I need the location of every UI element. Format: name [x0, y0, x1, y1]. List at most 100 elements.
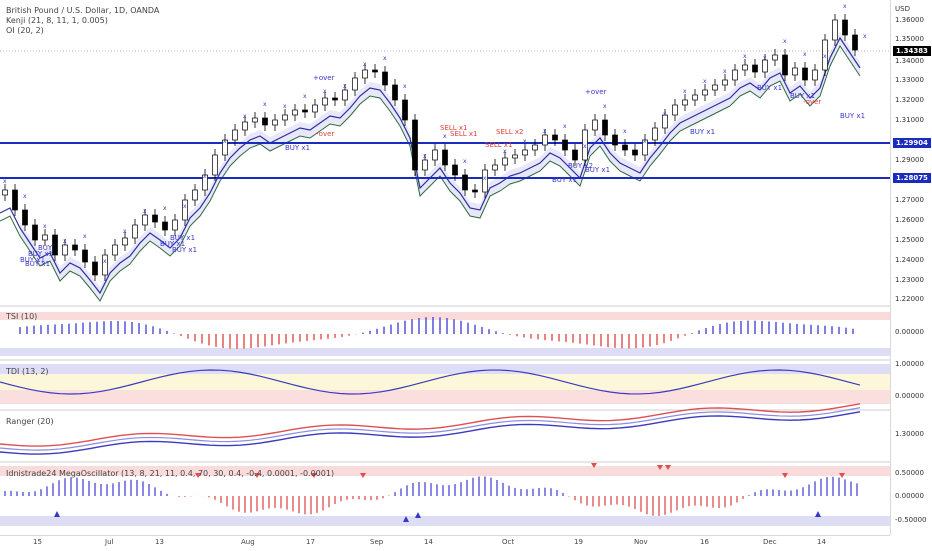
time-tick: 13 — [155, 538, 164, 546]
candle-body — [252, 117, 258, 123]
candle-body — [532, 144, 538, 151]
mega-oscillator-pane-title[interactable]: Idnistrade24 MegaOscillator (13, 8, 21, … — [6, 469, 335, 478]
candle-body — [82, 249, 88, 263]
signal-marker: x — [783, 38, 787, 45]
kenji-cloud — [20, 32, 860, 301]
currency-label: USD — [895, 5, 910, 13]
time-tick: Nov — [634, 538, 648, 546]
tdi-pane-title[interactable]: TDI (13, 2) — [6, 367, 49, 376]
signal-annotation: BUY x1 — [172, 246, 197, 254]
signal-annotation: BUY x1 — [790, 92, 815, 100]
candle-body — [612, 134, 618, 146]
mega-sell-arrow — [311, 473, 317, 478]
kenji-indicator-label[interactable]: Kenji (21, 8, 11, 1, 0.005) — [6, 16, 108, 25]
tdi-top-tick: 1.00000 — [895, 360, 924, 368]
signal-marker: x — [843, 3, 847, 10]
time-tick: Sep — [370, 538, 384, 546]
candle-body — [452, 164, 458, 176]
mega-buy-arrow — [415, 512, 421, 518]
tdi-lower-band — [0, 390, 890, 404]
mega-buy-arrow — [815, 511, 821, 517]
candle-body — [572, 149, 578, 161]
price-axis[interactable]: USD 1.36000 1.35000 1.34383 1.34000 1.33… — [890, 0, 932, 535]
price-tick: 1.22000 — [895, 295, 924, 303]
signal-marker: x — [723, 68, 727, 75]
chart-legend: British Pound / U.S. Dollar, 1D, OANDA K… — [6, 6, 159, 36]
candle-body — [162, 221, 168, 231]
candle-body — [302, 109, 308, 113]
candle-body — [232, 129, 238, 141]
candle-body — [2, 189, 8, 196]
candle-body — [482, 169, 488, 193]
chart-area[interactable]: x x x x x x x x x x x x x x x x x x x x x x x x x x x x x x x x x x x x x x x x… — [0, 0, 890, 535]
signal-marker: x — [23, 193, 27, 200]
candle-body — [12, 189, 18, 211]
signal-marker: x — [803, 51, 807, 58]
mega-sell-arrow — [360, 473, 366, 478]
signal-marker: x — [83, 233, 87, 240]
signal-marker: x — [223, 138, 227, 145]
signal-marker: x — [503, 148, 507, 155]
signal-marker: x — [643, 138, 647, 145]
price-tick: 1.36000 — [895, 16, 924, 24]
signal-annotation: -over — [316, 130, 334, 138]
mega-sell-arrow — [195, 473, 201, 478]
time-tick: 14 — [817, 538, 826, 546]
signal-marker: x — [283, 103, 287, 110]
signal-annotation: BUY x1 — [285, 144, 310, 152]
candle-body — [502, 157, 508, 166]
mega-bottom-tick: -0.50000 — [895, 516, 927, 524]
support-line-tag: 1.29904 — [893, 138, 931, 148]
candle-body — [262, 117, 268, 126]
signal-marker: x — [263, 101, 267, 108]
signal-annotation: SELL x1 — [485, 141, 513, 149]
price-tick: 1.25000 — [895, 236, 924, 244]
candle-body — [662, 114, 668, 129]
kenji-slow-line — [0, 45, 861, 302]
signal-annotation: BUY x1 — [690, 128, 715, 136]
ranger-lower-line — [0, 411, 861, 455]
signal-annotation: SELL x2 — [496, 128, 524, 136]
candle-body — [692, 94, 698, 101]
candle-body — [212, 154, 218, 176]
ranger-tick: 1.30000 — [895, 430, 924, 438]
candle-body — [562, 139, 568, 151]
support-line-tag: 1.28075 — [893, 173, 931, 183]
candle-body — [422, 159, 428, 171]
candle-body — [512, 154, 518, 159]
candle-body — [442, 149, 448, 166]
candle-body — [192, 189, 198, 201]
price-tick: 1.33000 — [895, 76, 924, 84]
mega-sell-arrow — [782, 473, 788, 478]
price-tick: 1.29000 — [895, 156, 924, 164]
candle-body — [672, 104, 678, 116]
signal-marker: x — [543, 128, 547, 135]
ranger-mid-line — [0, 407, 861, 451]
price-tick: 1.27000 — [895, 196, 924, 204]
candle-body — [832, 19, 838, 41]
candle-body — [712, 84, 718, 91]
signal-marker: x — [683, 88, 687, 95]
candle-body — [22, 209, 28, 226]
candle-body — [122, 237, 128, 246]
symbol-title[interactable]: British Pound / U.S. Dollar, 1D, OANDA — [6, 6, 160, 15]
candle-body — [802, 67, 808, 81]
chart-canvas[interactable]: x x x x x x x x x x x x x x x x x x x x x x x x x x x x x x x x x x x x x x x x… — [0, 0, 890, 535]
tsi-pane-title[interactable]: TSI (10) — [6, 312, 38, 321]
ranger-pane-title[interactable]: Ranger (20) — [6, 417, 54, 426]
candle-body — [32, 224, 38, 241]
candle-body — [682, 99, 688, 106]
tsi-zero-tick: 0.00000 — [895, 328, 924, 336]
candle-body — [132, 224, 138, 239]
signal-marker: x — [463, 158, 467, 165]
signal-marker: x — [163, 205, 167, 212]
mega-sell-arrow — [665, 465, 671, 470]
price-tick: 1.31000 — [895, 116, 924, 124]
signal-marker: x — [483, 175, 487, 182]
candle-body — [382, 71, 388, 86]
signal-marker: x — [123, 228, 127, 235]
time-axis[interactable]: 15 Jul 13 Aug 17 Sep 14 Oct 19 Nov 16 De… — [0, 535, 890, 551]
candle-body — [592, 119, 598, 131]
candle-body — [102, 254, 108, 276]
oi-indicator-label[interactable]: OI (20, 2) — [6, 26, 44, 35]
